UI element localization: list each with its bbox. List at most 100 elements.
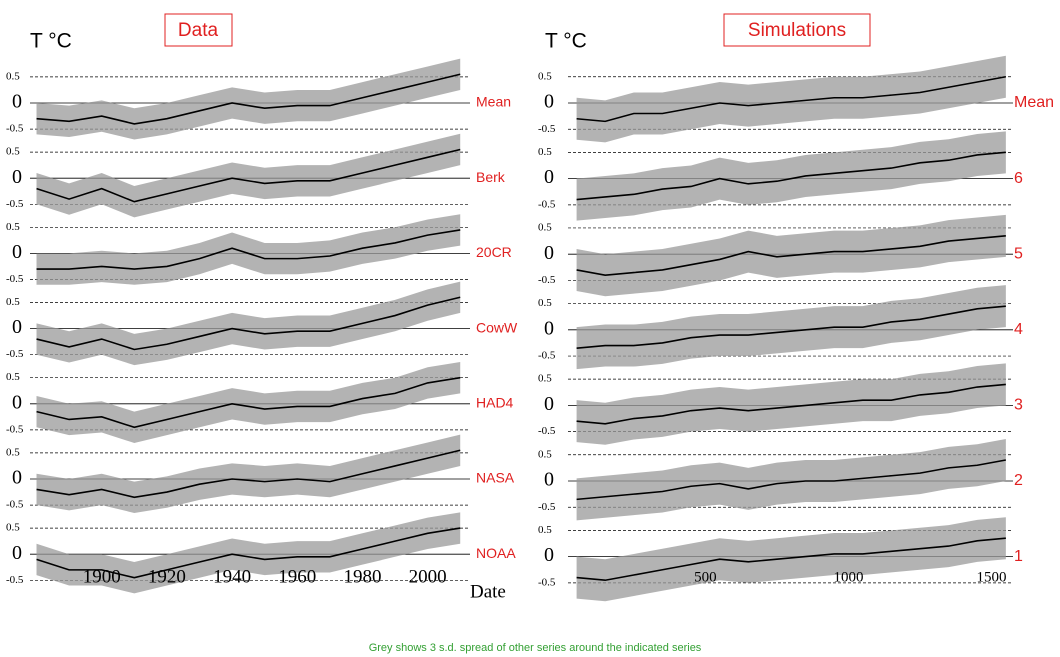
series-line <box>36 296 461 351</box>
x-tick-label: 2000 <box>409 566 447 587</box>
y-tick-label: -0.5 <box>6 198 24 210</box>
series-line <box>576 383 1006 425</box>
x-tick-label: 1900 <box>83 566 121 587</box>
series-label: 6 <box>1014 170 1023 187</box>
y-tick-label: 0.5 <box>538 448 552 460</box>
title-box <box>723 13 871 47</box>
spread-band <box>576 363 1006 445</box>
spread-band <box>36 133 461 218</box>
y-tick-label: 0.5 <box>6 146 20 158</box>
x-axis-label: Date <box>470 581 506 602</box>
y-tick-label: 0.5 <box>6 296 20 308</box>
caption: Grey shows 3 s.d. spread of other series… <box>369 642 702 654</box>
series-line <box>576 459 1006 501</box>
y-tick-label: 0 <box>12 391 22 413</box>
spread-band <box>576 55 1006 143</box>
series-label: 5 <box>1014 245 1023 262</box>
y-tick-label: 0.5 <box>538 70 552 82</box>
series-line <box>36 376 461 429</box>
series-label: NASA <box>476 470 515 486</box>
series-line <box>576 75 1006 123</box>
y-axis-label: T °C <box>545 30 587 53</box>
y-tick-label: -0.5 <box>538 274 556 286</box>
y-tick-label: 0 <box>544 469 554 491</box>
y-tick-label: 0.5 <box>538 146 552 158</box>
spread-band <box>576 285 1006 370</box>
series-line <box>36 527 461 579</box>
spread-band <box>576 517 1006 602</box>
y-axis-label: T °C <box>30 30 72 53</box>
y-tick-label: -0.5 <box>538 198 556 210</box>
spread-band <box>36 281 461 366</box>
spread-band <box>576 439 1006 521</box>
y-tick-label: -0.5 <box>538 425 556 437</box>
series-label: 2 <box>1014 472 1023 489</box>
series-label: NOAA <box>476 545 516 561</box>
series-label: 3 <box>1014 397 1023 414</box>
y-tick-label: 0.5 <box>6 221 20 233</box>
series-label: CowW <box>476 319 518 335</box>
series-label: Mean <box>1014 94 1054 111</box>
y-tick-label: -0.5 <box>6 273 24 285</box>
y-tick-label: 0 <box>544 91 554 113</box>
y-tick-label: 0 <box>544 544 554 566</box>
title-box <box>164 13 233 47</box>
spread-band <box>36 434 461 513</box>
y-tick-label: 0 <box>12 542 22 564</box>
y-tick-label: -0.5 <box>538 123 556 135</box>
y-tick-label: 0.5 <box>6 371 20 383</box>
y-tick-label: 0 <box>12 241 22 263</box>
x-tick-label: 1980 <box>343 566 381 587</box>
y-tick-label: -0.5 <box>538 576 556 588</box>
series-label: Berk <box>476 169 506 185</box>
x-tick-label: 1940 <box>213 566 251 587</box>
y-tick-label: 0.5 <box>538 524 552 536</box>
y-tick-label: 0 <box>12 166 22 188</box>
series-line <box>576 151 1006 201</box>
y-tick-label: 0 <box>12 91 22 113</box>
series-line <box>36 229 461 270</box>
x-tick-label: 1920 <box>148 566 186 587</box>
y-tick-label: -0.5 <box>6 499 24 511</box>
y-tick-label: 0.5 <box>6 70 20 82</box>
y-tick-label: 0 <box>12 467 22 489</box>
y-tick-label: -0.5 <box>6 348 24 360</box>
y-tick-label: -0.5 <box>6 123 24 135</box>
y-tick-label: 0 <box>544 166 554 188</box>
y-tick-label: 0.5 <box>538 221 552 233</box>
series-line <box>576 235 1006 277</box>
y-tick-label: 0.5 <box>6 446 20 458</box>
x-tick-label: 1500 <box>977 569 1007 585</box>
y-tick-label: 0 <box>12 316 22 338</box>
x-tick-label: 1960 <box>278 566 316 587</box>
x-tick-label: 500 <box>694 569 717 585</box>
series-label: 4 <box>1014 321 1023 338</box>
spread-band <box>36 512 461 594</box>
chart-title: Data <box>178 20 219 41</box>
series-label: 20CR <box>476 244 512 260</box>
series-label: 1 <box>1014 548 1023 565</box>
y-tick-label: 0 <box>544 317 554 339</box>
y-tick-label: -0.5 <box>6 574 24 586</box>
chart-title: Simulations <box>748 20 846 41</box>
series-label: HAD4 <box>476 395 514 411</box>
y-tick-label: 0 <box>544 242 554 264</box>
spread-band <box>36 214 461 285</box>
y-tick-label: -0.5 <box>6 423 24 435</box>
series-line <box>36 449 461 499</box>
y-tick-label: 0.5 <box>538 373 552 385</box>
x-tick-label: 1000 <box>833 569 863 585</box>
y-tick-label: 0.5 <box>538 297 552 309</box>
spread-band <box>36 58 461 140</box>
series-line <box>576 305 1006 349</box>
series-line <box>36 148 461 203</box>
series-line <box>576 537 1006 582</box>
spread-band <box>36 362 461 443</box>
y-tick-label: 0.5 <box>6 522 20 534</box>
series-label: Mean <box>476 94 511 110</box>
spread-band <box>576 131 1006 221</box>
series-line <box>36 73 461 125</box>
y-tick-label: -0.5 <box>538 350 556 362</box>
y-tick-label: 0 <box>544 393 554 415</box>
